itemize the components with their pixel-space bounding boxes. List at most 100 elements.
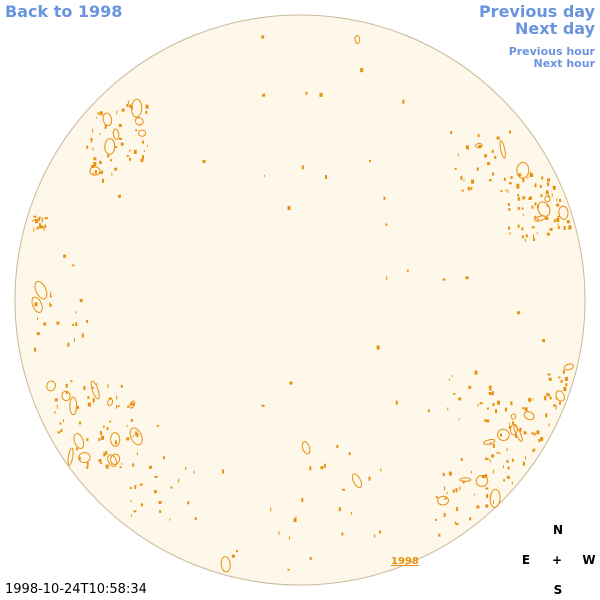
contour xyxy=(546,178,550,182)
contour xyxy=(309,466,312,471)
contour xyxy=(525,234,528,238)
compass-east: E xyxy=(521,553,531,567)
contour xyxy=(76,405,80,409)
contour xyxy=(497,400,501,405)
contour xyxy=(231,554,235,558)
contour xyxy=(36,226,39,230)
contour xyxy=(126,155,129,158)
contour xyxy=(61,390,71,402)
next-day-link[interactable]: Next day xyxy=(515,19,595,38)
contour xyxy=(508,425,511,429)
contour xyxy=(507,189,509,193)
contour xyxy=(33,215,37,218)
contour xyxy=(136,433,139,438)
contour xyxy=(374,533,376,538)
contour xyxy=(49,295,52,298)
contour xyxy=(83,386,86,391)
year-link[interactable]: 1998 xyxy=(391,556,419,567)
contour xyxy=(376,345,380,350)
contour xyxy=(454,167,457,170)
contour xyxy=(568,225,571,228)
contour xyxy=(454,521,456,525)
contour xyxy=(527,176,529,179)
contour xyxy=(107,384,109,389)
contour xyxy=(34,347,37,352)
next-hour-link[interactable]: Next hour xyxy=(533,57,596,70)
contour xyxy=(78,456,81,460)
contour xyxy=(562,369,565,374)
contour xyxy=(486,419,490,423)
contour xyxy=(134,117,144,126)
previous-hour-link[interactable]: Previous hour xyxy=(508,45,595,58)
contour xyxy=(118,123,122,127)
contour xyxy=(131,98,143,118)
contour xyxy=(536,218,539,221)
contour xyxy=(36,332,40,336)
contour xyxy=(87,402,91,407)
contour xyxy=(107,154,110,158)
contour xyxy=(71,323,74,326)
contour xyxy=(128,157,131,161)
contour xyxy=(110,159,113,162)
contour xyxy=(354,34,361,45)
contour xyxy=(503,479,506,482)
contour xyxy=(63,254,67,258)
contour xyxy=(546,232,550,236)
contour xyxy=(510,401,513,406)
contour xyxy=(368,476,371,481)
contour xyxy=(86,145,89,149)
contour xyxy=(538,439,541,443)
contour xyxy=(563,225,566,230)
contour xyxy=(325,175,328,180)
contour xyxy=(320,466,324,470)
contour xyxy=(533,237,536,241)
back-link[interactable]: Back to 1998 xyxy=(5,2,123,21)
contour xyxy=(126,437,130,441)
contour xyxy=(427,409,430,413)
contour xyxy=(90,138,92,143)
contour xyxy=(129,104,133,108)
timestamp: 1998-10-24T10:58:34 xyxy=(5,582,147,597)
contour xyxy=(459,486,461,491)
contour xyxy=(565,383,568,387)
solar-disk xyxy=(14,14,586,586)
contour xyxy=(517,224,520,228)
contour xyxy=(542,339,546,343)
previous-day-link[interactable]: Previous day xyxy=(478,2,595,21)
contour xyxy=(222,469,225,474)
contour xyxy=(102,112,113,127)
contour xyxy=(465,145,469,150)
contour xyxy=(50,291,52,296)
contour xyxy=(517,196,520,201)
contour xyxy=(236,550,239,553)
contour xyxy=(117,405,120,408)
contour xyxy=(442,472,445,476)
contour xyxy=(519,427,522,432)
contour xyxy=(65,391,68,395)
contour xyxy=(75,322,78,327)
contour xyxy=(539,184,542,188)
contour xyxy=(559,198,562,202)
contour xyxy=(115,440,118,445)
contour xyxy=(540,437,544,442)
contour xyxy=(140,503,143,507)
contour xyxy=(517,311,521,315)
contour xyxy=(121,462,123,465)
contour xyxy=(111,172,113,176)
contour xyxy=(553,404,557,407)
compass-south: S xyxy=(553,583,563,597)
contour xyxy=(95,116,97,119)
contour xyxy=(309,557,312,561)
contour xyxy=(483,438,496,445)
contour xyxy=(295,515,297,518)
contour xyxy=(92,400,94,404)
contour xyxy=(73,433,85,450)
contour xyxy=(532,234,534,239)
contour xyxy=(470,470,472,474)
contour xyxy=(492,172,495,176)
contour xyxy=(116,395,118,400)
contour xyxy=(261,404,265,407)
contour xyxy=(158,500,162,504)
contour xyxy=(532,398,534,401)
